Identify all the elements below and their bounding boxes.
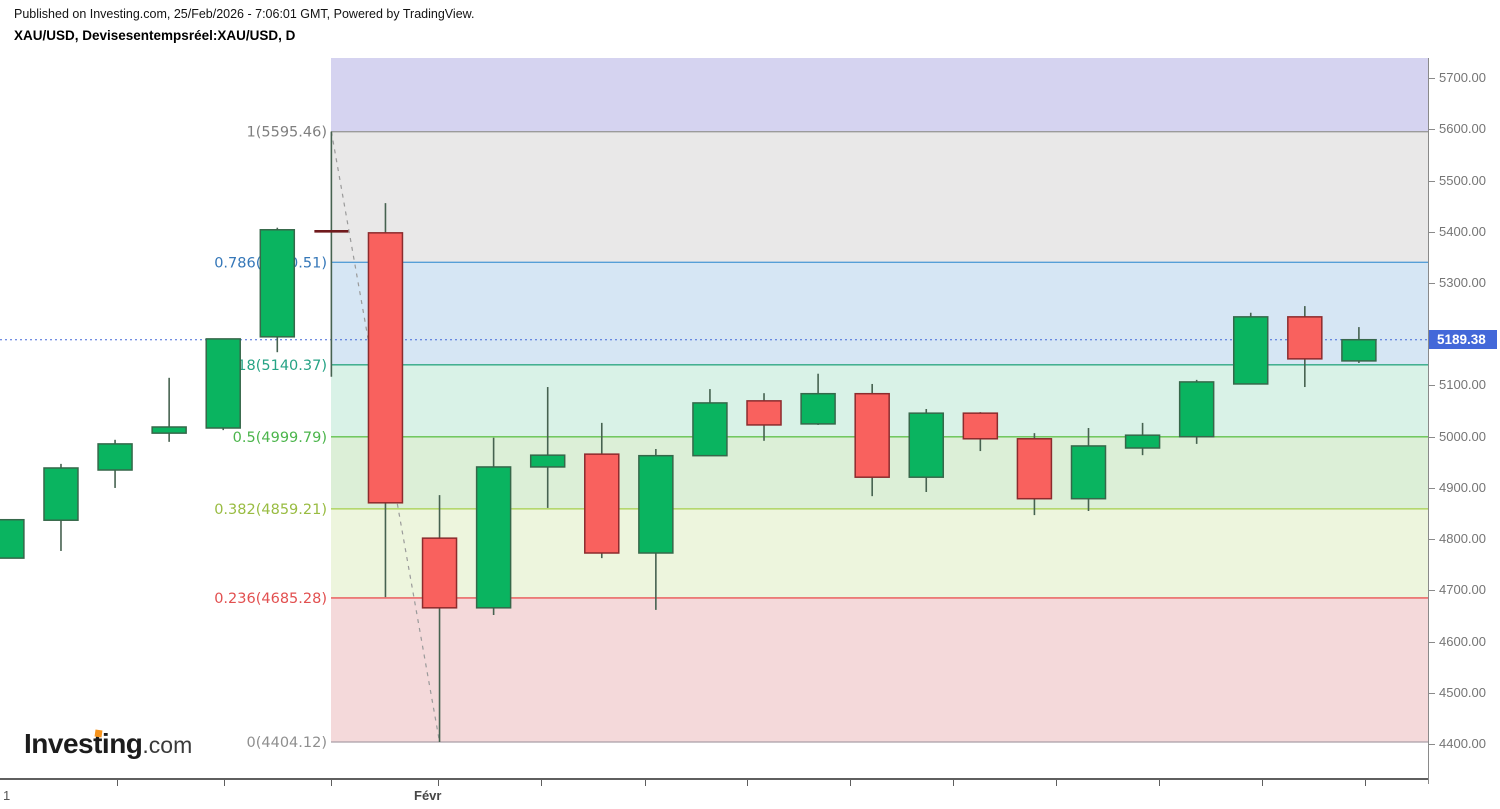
candle-up: [638, 454, 674, 554]
candle-up: [1232, 316, 1269, 385]
time-axis[interactable]: 1 Févr: [0, 778, 1428, 809]
candle-up: [97, 443, 133, 471]
candle-up: [800, 392, 836, 425]
time-tick: [850, 780, 851, 786]
candle-down: [1016, 438, 1053, 500]
candle-down: [584, 453, 620, 554]
current-price-tag: 5189.38: [1429, 330, 1497, 350]
fib-level-label: 0(4404.12): [246, 735, 327, 751]
price-tick-label: 5300.00: [1429, 275, 1486, 291]
logo-suffix-text: .com: [142, 732, 193, 758]
price-tick-label: 4900.00: [1429, 479, 1486, 495]
fib-level-label: 1(5595.46): [246, 125, 327, 141]
candlestick-chart[interactable]: 1(5595.46)0.786(5340.51)0.618(5140.37)0.…: [0, 58, 1428, 778]
candle-up: [43, 467, 79, 521]
chart-plot-area[interactable]: 1(5595.46)0.786(5340.51)0.618(5140.37)0.…: [0, 58, 1428, 778]
candle-down: [1287, 316, 1323, 360]
candle-up: [475, 466, 512, 609]
fib-band: [331, 597, 1428, 742]
logo-orange-dot-icon: [94, 729, 103, 738]
price-tick-label: 5400.00: [1429, 223, 1486, 239]
fib-band: [331, 508, 1428, 598]
time-tick: [438, 780, 439, 786]
candle-up: [1070, 445, 1107, 500]
fib-level-label: 0.618(5140.37): [214, 358, 327, 374]
fib-level-label: 0.382(4859.21): [214, 502, 327, 518]
price-tick-label: 5600.00: [1429, 121, 1486, 137]
price-tick-label: 4400.00: [1429, 736, 1486, 752]
time-tick: [1262, 780, 1263, 786]
time-tick: [747, 780, 748, 786]
price-tick-label: 5100.00: [1429, 377, 1486, 393]
time-tick: [953, 780, 954, 786]
time-tick: [1365, 780, 1366, 786]
price-tick-label: 4800.00: [1429, 531, 1486, 547]
fib-level-label: 0.236(4685.28): [214, 591, 327, 607]
candle-down: [421, 537, 458, 609]
candle-up: [908, 412, 945, 478]
candle-up: [1124, 434, 1161, 449]
fib-band: [331, 58, 1428, 132]
fib-band: [331, 131, 1428, 263]
candle-up: [259, 229, 296, 338]
time-tick: [645, 780, 646, 786]
candle-down: [854, 392, 890, 478]
time-tick: [224, 780, 225, 786]
price-tick-label: 4500.00: [1429, 684, 1486, 700]
time-tick: [117, 780, 118, 786]
candle-down: [746, 400, 782, 426]
time-tick: [1056, 780, 1057, 786]
chart-header: Published on Investing.com, 25/Feb/2026 …: [14, 7, 474, 43]
price-axis[interactable]: 5700.00 5600.00 5500.00 5400.00 5300.00 5100.…: [1428, 58, 1500, 784]
candle-up: [1341, 338, 1377, 362]
candle-up: [1178, 381, 1215, 438]
price-tick-label: 4600.00: [1429, 633, 1486, 649]
candle-up: [0, 518, 25, 559]
symbol-title: XAU/USD, Devisesentempsréel:XAU/USD, D: [14, 28, 296, 43]
time-tick: [1159, 780, 1160, 786]
candle-up: [205, 338, 241, 429]
price-tick-label: 5000.00: [1429, 428, 1486, 444]
time-tick: [541, 780, 542, 786]
price-tick-label: 4700.00: [1429, 582, 1486, 598]
price-tick-label: 5500.00: [1429, 172, 1486, 188]
time-axis-label: 1: [3, 788, 11, 803]
time-axis-label: Févr: [414, 788, 442, 803]
published-line: Published on Investing.com, 25/Feb/2026 …: [14, 7, 475, 21]
fib-level-label: 0.5(4999.79): [233, 430, 327, 446]
logo-brand-text: Investing: [24, 728, 143, 759]
candle-up: [529, 454, 566, 468]
candle-up: [151, 426, 187, 434]
time-tick: [331, 780, 332, 786]
candle-down: [962, 412, 999, 440]
candle-down: [367, 232, 404, 504]
price-tick-label: 5700.00: [1429, 70, 1486, 86]
candle-up: [692, 402, 728, 457]
investing-logo: Investing.com: [24, 728, 192, 760]
